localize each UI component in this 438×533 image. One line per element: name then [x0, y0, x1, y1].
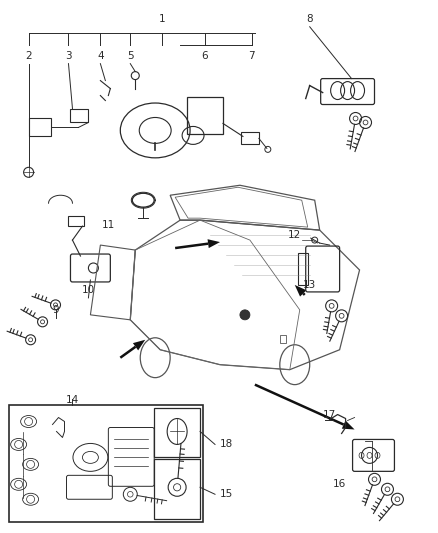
Polygon shape — [133, 340, 145, 350]
Bar — [68, 216, 85, 226]
Text: 13: 13 — [303, 280, 316, 290]
Bar — [154, 459, 200, 519]
Text: 1: 1 — [159, 14, 166, 24]
Bar — [187, 96, 223, 134]
Bar — [241, 132, 259, 144]
Text: 6: 6 — [202, 51, 208, 61]
Text: 16: 16 — [333, 479, 346, 489]
Text: 14: 14 — [66, 394, 79, 405]
Bar — [9, 405, 203, 522]
Text: 12: 12 — [288, 230, 301, 240]
Text: 3: 3 — [65, 51, 72, 61]
Circle shape — [240, 310, 250, 320]
Text: 4: 4 — [97, 51, 104, 61]
Polygon shape — [295, 285, 307, 296]
Text: 11: 11 — [102, 220, 115, 230]
Bar — [154, 408, 200, 457]
Bar — [28, 118, 50, 136]
Text: 15: 15 — [220, 489, 233, 499]
Bar — [280, 335, 286, 343]
Polygon shape — [208, 239, 220, 248]
Text: 5: 5 — [127, 51, 134, 61]
Text: 17: 17 — [323, 409, 336, 419]
Polygon shape — [342, 421, 355, 430]
Bar — [71, 109, 88, 123]
Bar — [298, 253, 308, 285]
Text: 9: 9 — [52, 305, 59, 315]
Text: 10: 10 — [82, 285, 95, 295]
Text: 18: 18 — [220, 439, 233, 449]
Text: 8: 8 — [307, 14, 313, 24]
Text: 2: 2 — [25, 51, 32, 61]
Text: 7: 7 — [249, 51, 255, 61]
